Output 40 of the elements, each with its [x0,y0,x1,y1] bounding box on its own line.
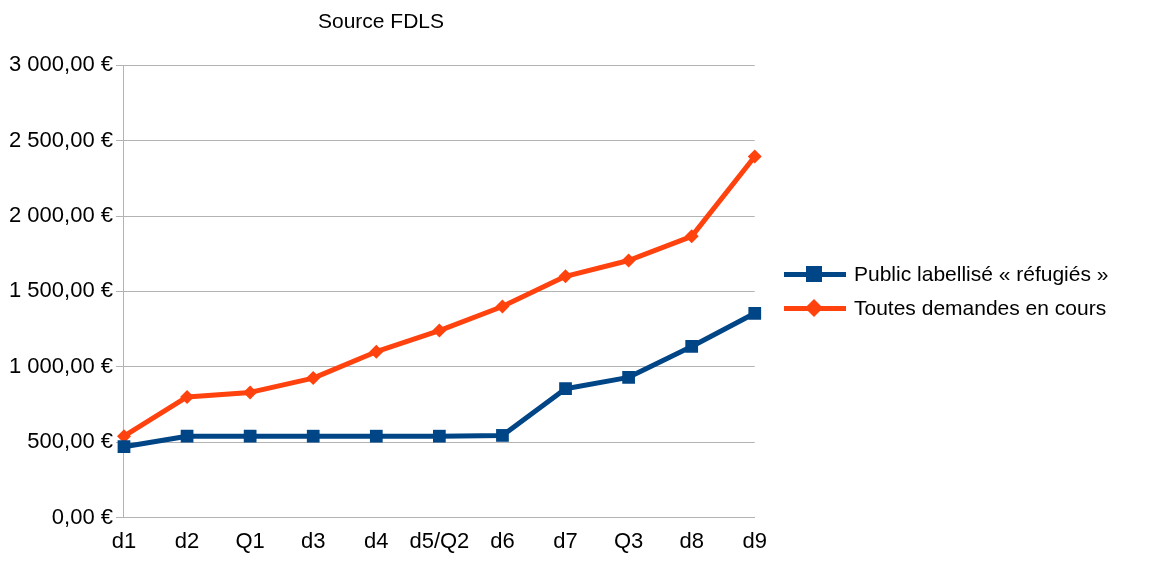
y-tick-label: 0,00 € [51,503,113,529]
point [306,429,320,443]
x-tick-label: d8 [679,527,704,553]
point [180,429,194,443]
x-tick-label: d2 [174,527,200,553]
point [433,429,446,443]
point [621,253,636,268]
legend-label: Public labellisé « réfugiés » [854,262,1109,286]
point [684,229,699,244]
point [496,429,509,442]
point [747,149,762,164]
point [243,385,258,400]
point [622,370,635,384]
x-tick-label: d6 [490,527,515,553]
point [559,382,572,396]
point [495,299,510,314]
point [369,344,384,359]
chart-title: Source FDLS [317,9,445,33]
x-tick-label: d9 [742,527,768,553]
point [748,306,762,320]
x-tick-label: d4 [364,527,389,553]
point [243,429,257,443]
y-tick-label: 2 000,00 € [9,202,113,228]
point [369,429,383,443]
x-tick-label: Q1 [235,527,265,553]
y-tick-label: 2 500,00 € [9,126,113,152]
y-tick-label: 1 000,00 € [9,352,113,378]
y-tick-label: 1 500,00 € [9,277,113,303]
point [306,371,321,386]
x-tick-label: d1 [111,527,137,553]
x-tick-label: Q3 [613,527,644,553]
point [685,340,699,353]
legend-label: Toutes demandes en cours [854,296,1107,320]
x-tick-label: d3 [300,527,326,553]
point [558,269,573,284]
x-tick-label: d7 [553,527,578,553]
point [432,323,447,338]
y-tick-label: 3 000,00 € [9,51,113,77]
y-tick-label: 500,00 € [27,428,113,454]
x-tick-label: d5/Q2 [409,527,470,553]
